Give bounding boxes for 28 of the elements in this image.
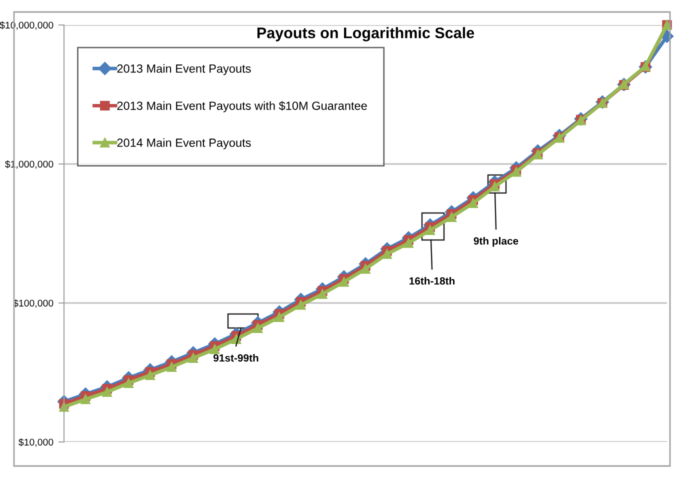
y-tick-label: $1,000,000	[5, 160, 54, 169]
point	[80, 394, 90, 404]
legend-label: 2014 Main Event Payouts	[117, 138, 251, 150]
point	[318, 289, 328, 299]
chart-title: Payouts on Logarithmic Scale	[257, 27, 474, 42]
point	[404, 238, 414, 248]
point	[274, 312, 284, 322]
point	[252, 323, 263, 333]
point	[446, 212, 457, 222]
point	[360, 264, 370, 274]
point	[124, 378, 134, 388]
point	[166, 362, 177, 372]
point	[468, 198, 478, 208]
annotation: 9th place	[474, 237, 518, 247]
legend-label: 2013 Main Event Payouts with $10M Guarantee	[117, 101, 367, 112]
y-tick-label: $10,000,000	[0, 21, 54, 30]
point	[296, 300, 306, 310]
point	[339, 276, 349, 287]
legend-label: 2013 Main Event Payouts	[117, 64, 251, 76]
y-tick-label: $10,000	[18, 438, 54, 447]
point	[382, 249, 392, 259]
point	[102, 387, 112, 397]
annotation: 91st-99th	[213, 354, 258, 362]
point	[145, 370, 156, 380]
annotation: 16th-18th	[410, 277, 455, 285]
point	[188, 353, 198, 363]
point	[210, 344, 220, 354]
y-tick-label: $100,000	[13, 299, 54, 308]
